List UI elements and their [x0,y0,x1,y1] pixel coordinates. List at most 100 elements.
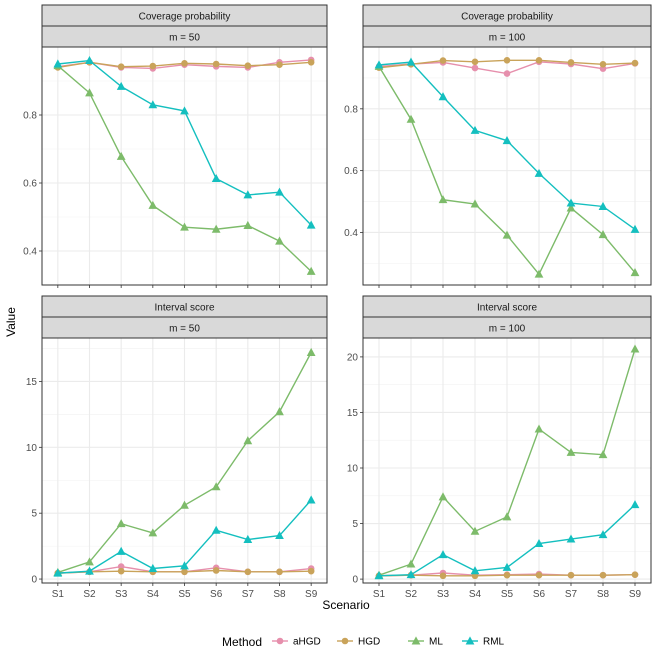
panel-4: Interval score m = 100 0 5 10 15 20 S1 S2 S3 S4 S5 S… [347,295,652,600]
x-tick-label: S4 [147,589,160,600]
y-tick-label: 0.6 [344,166,358,177]
point-RML-S7 [243,534,253,543]
point-HGD-S3 [117,567,125,575]
point-HGD-S7 [244,62,252,69]
panel-2: Coverage probability m = 100 0.4 0.6 0.8 [344,4,652,288]
legend-title: Method [222,635,262,649]
point-ML-S9 [630,344,640,353]
y-tick-label: 0.8 [344,104,358,115]
y-tick-label: 5 [352,519,358,530]
panel-border [41,46,328,286]
point-HGD-S6 [535,56,543,64]
x-tick-label: S9 [629,589,642,600]
strip-top-label: Interval score [154,303,214,314]
x-tick-label: S6 [533,589,546,600]
y-tick-label: 15 [347,408,359,419]
strip-bottom-label: m = 50 [169,324,200,335]
point-ML-S4 [148,200,158,209]
point-HGD-S4 [471,58,479,66]
point-RML-S8 [275,187,284,196]
strip-bottom-label: m = 50 [169,33,200,44]
point-HGD-S7 [567,59,575,66]
legend: Method aHGD HGD ML RML [222,635,505,649]
point-RML-S5 [180,106,189,115]
point-RML-S9 [306,495,316,504]
point-aHGD-S3 [117,563,125,570]
point-ML-S9 [630,268,640,277]
y-tick-label: 10 [347,464,359,475]
point-HGD-S8 [599,571,607,579]
x-tick-label: S7 [242,589,255,600]
x-tick-label: S8 [273,589,286,600]
panel-border [41,337,328,584]
point-RML-S3 [438,92,448,101]
x-axis-title: Scenario [322,598,370,612]
point-RML-S7 [243,190,253,199]
point-RML-S3 [116,546,126,555]
panel-3: Interval score m = 50 0 5 10 15 S1 S2 S3 S4 S5 S6 S7… [26,295,328,600]
point-ML-S6 [534,424,544,433]
strip-top-label: Interval score [477,303,537,314]
point-RML-S4 [470,566,480,575]
legend-key-marker-aHGD [276,637,284,645]
point-ML-S2 [406,114,416,123]
point-RML-S2 [85,566,94,575]
point-HGD-S5 [503,56,511,64]
point-ML-S4 [148,528,158,537]
point-HGD-S3 [117,63,125,71]
point-ML-S6 [211,224,221,233]
point-RML-S8 [275,530,284,540]
strip-top-label: Coverage probability [461,12,553,23]
point-HGD-S5 [503,571,511,579]
y-tick-label: 20 [347,352,359,363]
point-ML-S2 [85,88,94,97]
point-HGD-S9 [307,59,315,66]
y-tick-label: 0.8 [23,111,37,122]
point-RML-S6 [211,173,221,183]
point-RML-S9 [306,220,316,229]
x-tick-label: S3 [437,589,450,600]
point-RML-S9 [630,500,640,509]
point-HGD-S7 [244,568,252,576]
point-HGD-S3 [439,57,447,64]
point-ML-S3 [438,492,448,501]
y-tick-label: 15 [26,377,38,388]
y-axis-title: Value [4,307,18,337]
point-RML-S1 [374,571,384,580]
strip-bottom-label: m = 100 [489,33,526,44]
point-RML-S2 [406,570,416,579]
panel-1: Coverage probability m = 50 0.4 0.6 0.8 [23,4,328,288]
strip-bottom-label: m = 100 [489,324,526,335]
strip-top-label: Coverage probability [139,12,231,23]
point-RML-S4 [148,100,158,109]
point-ML-S4 [470,526,480,535]
point-HGD-S3 [439,572,447,580]
x-tick-label: S7 [565,589,578,600]
point-HGD-S4 [149,62,157,70]
point-RML-S9 [630,224,640,233]
x-tick-label: S5 [178,589,191,600]
point-RML-S4 [148,563,158,572]
point-RML-S1 [374,60,384,69]
legend-key-marker-ML [411,636,421,645]
panel-border [362,337,652,584]
point-aHGD-S4 [471,64,479,72]
point-ML-S4 [470,199,480,208]
point-ML-S8 [598,450,608,459]
point-RML-S6 [211,525,221,534]
point-ML-S8 [598,230,608,239]
x-tick-label: S1 [373,589,386,600]
point-RML-S5 [180,561,189,570]
point-RML-S4 [470,125,480,134]
legend-label-ML: ML [429,637,443,648]
x-tick-label: S6 [210,589,223,600]
point-RML-S6 [534,538,544,548]
point-ML-S3 [438,195,448,204]
point-ML-S6 [534,269,544,278]
point-RML-S8 [598,530,608,539]
point-RML-S3 [438,550,448,559]
legend-key-marker-HGD [341,637,349,645]
y-tick-label: 0.6 [23,179,37,190]
point-RML-S8 [598,201,608,210]
